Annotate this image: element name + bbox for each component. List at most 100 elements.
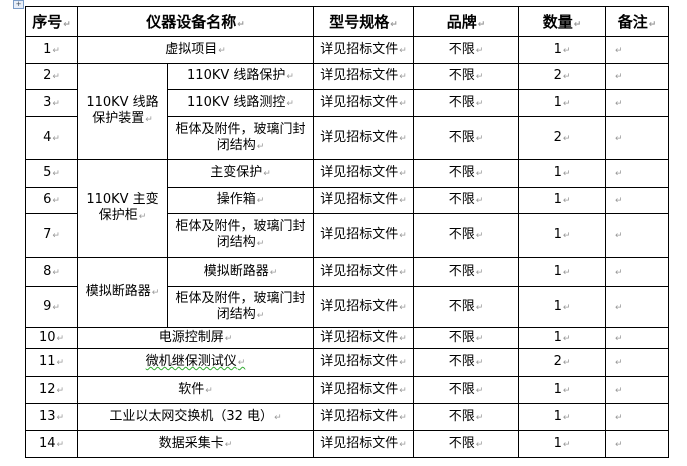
- spec-cell: 详见招标文件: [313, 348, 414, 377]
- item-name: 110KV 线路测控: [167, 89, 314, 117]
- spec-cell: 详见招标文件: [313, 376, 414, 404]
- header-name: 仪器设备名称: [77, 6, 314, 37]
- brand-cell: 不限: [413, 327, 519, 349]
- item-name: 模拟断路器: [167, 257, 314, 287]
- row-number: 8: [25, 257, 78, 287]
- table-row: 1虚拟项目详见招标文件不限1: [25, 36, 669, 64]
- item-name: 数据采集卡: [77, 430, 314, 458]
- group-name: 110KV 主变保护柜: [77, 159, 168, 258]
- item-name: 110KV 线路保护: [167, 63, 314, 90]
- header-brand: 品牌: [413, 6, 519, 37]
- spec-cell: 详见招标文件: [313, 187, 414, 214]
- table-row: 10电源控制屏详见招标文件不限1: [25, 327, 669, 349]
- item-name: 柜体及附件，玻璃门封闭结构: [167, 116, 314, 160]
- table-row: 7 柜体及附件，玻璃门封闭结构详见招标文件不限1: [25, 213, 669, 258]
- table-row: 11微机继保测试仪详见招标文件不限2: [25, 348, 669, 377]
- qty-cell: 2: [518, 63, 606, 90]
- group-name: 110KV 线路保护装置: [77, 63, 168, 160]
- table-row: 3 110KV 线路测控详见招标文件不限1: [25, 89, 669, 117]
- note-cell: [605, 159, 669, 188]
- note-cell: [605, 376, 669, 404]
- row-number: 7: [25, 213, 78, 258]
- header-note: 备注: [605, 6, 669, 37]
- brand-cell: 不限: [413, 63, 519, 90]
- item-name: 操作箱: [167, 187, 314, 214]
- qty-cell: 1: [518, 257, 606, 287]
- row-number: 10: [25, 327, 78, 349]
- spec-cell: 详见招标文件: [313, 257, 414, 287]
- note-cell: [605, 286, 669, 328]
- spec-cell: 详见招标文件: [313, 89, 414, 117]
- spec-cell: 详见招标文件: [313, 286, 414, 328]
- item-name: 工业以太网交换机（32 电）: [77, 403, 314, 431]
- item-name: 柜体及附件，玻璃门封闭结构: [167, 213, 314, 258]
- row-number: 9: [25, 286, 78, 328]
- item-name: 主变保护: [167, 159, 314, 188]
- row-number: 12: [25, 376, 78, 404]
- row-number: 3: [25, 89, 78, 117]
- brand-cell: 不限: [413, 213, 519, 258]
- qty-cell: 1: [518, 403, 606, 431]
- table-row: 8模拟断路器模拟断路器详见招标文件不限1: [25, 257, 669, 328]
- table-row: 2110KV 线路保护装置110KV 线路保护详见招标文件不限2: [25, 63, 669, 160]
- spec-cell: 详见招标文件: [313, 213, 414, 258]
- qty-cell: 1: [518, 286, 606, 328]
- qty-cell: 1: [518, 430, 606, 458]
- row-number: 5: [25, 159, 78, 188]
- note-cell: [605, 116, 669, 160]
- brand-cell: 不限: [413, 376, 519, 404]
- note-cell: [605, 63, 669, 90]
- qty-cell: 2: [518, 348, 606, 377]
- note-cell: [605, 348, 669, 377]
- table-row: 9 柜体及附件，玻璃门封闭结构详见招标文件不限1: [25, 286, 669, 328]
- spec-cell: 详见招标文件: [313, 36, 414, 64]
- row-number: 11: [25, 348, 78, 377]
- brand-cell: 不限: [413, 116, 519, 160]
- spec-cell: 详见招标文件: [313, 403, 414, 431]
- table-row: 5110KV 主变保护柜主变保护详见招标文件不限1: [25, 159, 669, 258]
- brand-cell: 不限: [413, 430, 519, 458]
- table-row: 13工业以太网交换机（32 电）详见招标文件不限1: [25, 403, 669, 431]
- note-cell: [605, 36, 669, 64]
- brand-cell: 不限: [413, 187, 519, 214]
- qty-cell: 1: [518, 376, 606, 404]
- table-row: 6 操作箱详见招标文件不限1: [25, 187, 669, 214]
- brand-cell: 不限: [413, 89, 519, 117]
- row-number: 6: [25, 187, 78, 214]
- note-cell: [605, 187, 669, 214]
- spec-cell: 详见招标文件: [313, 327, 414, 349]
- item-name: 虚拟项目: [77, 36, 314, 64]
- qty-cell: 1: [518, 36, 606, 64]
- note-cell: [605, 403, 669, 431]
- spec-cell: 详见招标文件: [313, 159, 414, 188]
- note-cell: [605, 213, 669, 258]
- brand-cell: 不限: [413, 403, 519, 431]
- table-row: 14数据采集卡详见招标文件不限1: [25, 430, 669, 458]
- header-no: 序号: [25, 6, 78, 37]
- brand-cell: 不限: [413, 286, 519, 328]
- item-name: 微机继保测试仪: [77, 348, 314, 377]
- table-row: 12软件详见招标文件不限1: [25, 376, 669, 404]
- brand-cell: 不限: [413, 159, 519, 188]
- qty-cell: 1: [518, 213, 606, 258]
- note-cell: [605, 430, 669, 458]
- brand-cell: 不限: [413, 257, 519, 287]
- item-name: 软件: [77, 376, 314, 404]
- qty-cell: 1: [518, 159, 606, 188]
- qty-cell: 1: [518, 327, 606, 349]
- note-cell: [605, 89, 669, 117]
- spec-cell: 详见招标文件: [313, 116, 414, 160]
- qty-cell: 1: [518, 89, 606, 117]
- item-name: 柜体及附件，玻璃门封闭结构: [167, 286, 314, 328]
- header-qty: 数量: [518, 6, 606, 37]
- spec-cell: 详见招标文件: [313, 63, 414, 90]
- row-number: 14: [25, 430, 78, 458]
- row-number: 2: [25, 63, 78, 90]
- note-cell: [605, 257, 669, 287]
- table-move-handle-icon[interactable]: +: [13, 0, 24, 9]
- note-cell: [605, 327, 669, 349]
- item-name: 电源控制屏: [77, 327, 314, 349]
- spec-cell: 详见招标文件: [313, 430, 414, 458]
- qty-cell: 2: [518, 116, 606, 160]
- header-row: 序号 仪器设备名称 型号规格 品牌 数量 备注: [25, 6, 669, 37]
